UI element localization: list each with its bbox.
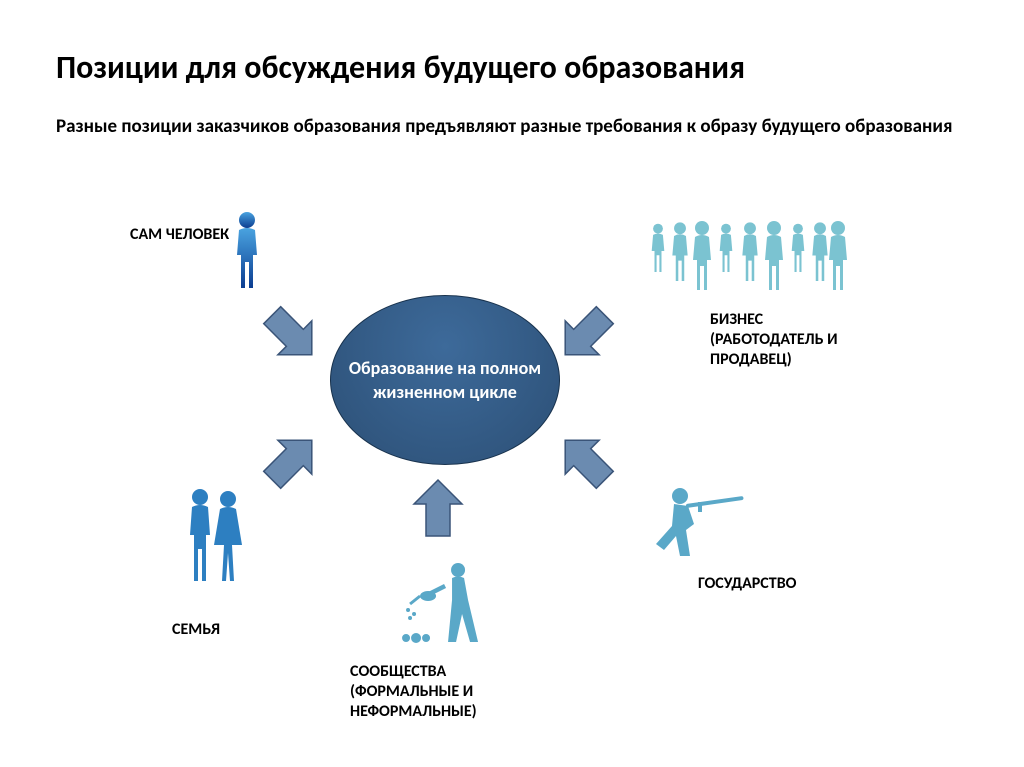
center-oval-text: Образование на полном жизненном цикле [341,356,549,405]
arrow [250,293,335,378]
arrow [408,478,468,538]
person-icon-self [227,210,267,295]
node-label-self: САМ ЧЕЛОВЕК [130,225,229,245]
node-label-family: СЕМЬЯ [172,620,220,640]
node-label-community: СООБЩЕСТВА (ФОРМАЛЬНЫЕ И НЕФОРМАЛЬНЫЕ) [350,662,550,722]
arrow [250,418,335,503]
node-label-business: БИЗНЕС (РАБОТОДАТЕЛЬ И ПРОДАВЕЦ) [710,310,880,370]
slide-title: Позиции для обсуждения будущего образова… [56,48,745,87]
couple-icon-family [180,485,250,590]
slide-subtitle: Разные позиции заказчиков образования пр… [56,115,968,140]
center-oval: Образование на полном жизненном цикле [330,295,560,465]
node-label-state: ГОСУДАРСТВО [698,574,796,594]
people-group-icon-business [648,210,848,295]
soldier-icon-state [650,480,750,565]
watering-icon-community [400,560,490,650]
arrow [543,418,628,503]
